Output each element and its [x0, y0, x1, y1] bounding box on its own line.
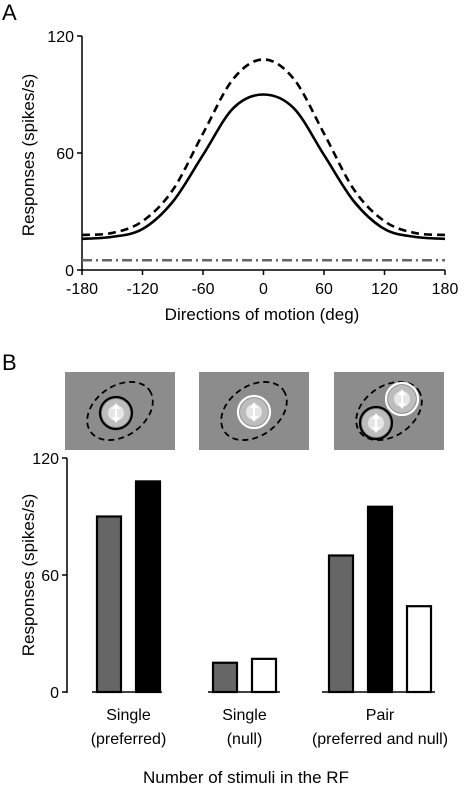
bar [95, 515, 123, 694]
receptive-field-outline [355, 381, 423, 441]
down-arrow-icon [372, 427, 380, 433]
panel-b: B Responses (spikes/s) 0 60 120 Single (pre… [2, 350, 448, 787]
up-arrow-icon [372, 413, 380, 419]
panel-b-y-axis-label: Responses (spikes/s) [19, 494, 38, 657]
panel-a-axes [81, 36, 445, 271]
panel-a-x-axis-label: Directions of motion (deg) [165, 305, 360, 324]
y-tick-label: 0 [50, 685, 59, 702]
stimulus-inset-preferred [65, 372, 175, 450]
panel-a: A Responses (spikes/s) Directions of mot… [2, 0, 458, 324]
y-tick-label: 120 [47, 29, 74, 46]
stimulus-outline [384, 381, 420, 417]
panel-a-label: A [2, 0, 17, 25]
bar [366, 505, 394, 694]
x-tick-label: 60 [315, 281, 333, 298]
up-arrow-icon [112, 403, 120, 409]
series-line-dashed [81, 58, 446, 237]
category-label-line2: (preferred) [91, 731, 167, 748]
y-tick-label: 60 [56, 146, 74, 163]
panel-a-lines [81, 58, 446, 262]
stimulus-inset-null [199, 372, 309, 450]
panel-a-ticks: 0 60 120 -180 -120 -60 0 60 120 180 [47, 29, 458, 298]
x-tick-label: 120 [371, 281, 398, 298]
panel-b-category-labels: Single (preferred) Single (null) Pair (prefer… [91, 707, 448, 748]
up-arrow-icon [250, 402, 258, 408]
y-tick-label: 60 [41, 568, 59, 585]
stimulus-inset-pair [334, 372, 444, 450]
y-tick-label: 120 [32, 451, 59, 468]
series-line-solid [81, 93, 446, 241]
x-tick-label: -60 [191, 281, 214, 298]
down-arrow-icon [250, 416, 258, 422]
bar [250, 657, 278, 694]
receptive-field-outline [220, 381, 288, 441]
x-tick-label: 180 [432, 281, 459, 298]
x-tick-label: -180 [66, 281, 98, 298]
receptive-field-outline [86, 381, 154, 441]
panel-b-ticks: 0 60 120 [32, 451, 67, 702]
bar [327, 554, 355, 694]
category-label-line1: Pair [366, 707, 395, 724]
panel-b-x-axis-label: Number of stimuli in the RF [143, 768, 349, 787]
up-arrow-icon [398, 389, 406, 395]
bar [134, 480, 162, 694]
stimulus-outline [98, 395, 134, 431]
bar [405, 605, 433, 694]
stimulus-outline [358, 405, 394, 441]
x-tick-label: 0 [259, 281, 268, 298]
y-tick-label: 0 [65, 263, 74, 280]
bar [211, 661, 239, 694]
panel-b-label: B [2, 350, 17, 375]
category-label-line1: Single [222, 707, 267, 724]
down-arrow-icon [112, 417, 120, 423]
x-tick-label: -120 [126, 281, 158, 298]
panel-a-y-axis-label: Responses (spikes/s) [19, 74, 38, 237]
down-arrow-icon [398, 403, 406, 409]
category-label-line2: (null) [227, 731, 263, 748]
panel-b-stimulus-insets [65, 372, 444, 450]
panel-b-bars [95, 480, 433, 694]
category-label-line1: Single [106, 707, 151, 724]
inset-background [334, 372, 444, 450]
category-label-line2: (preferred and null) [312, 731, 448, 748]
stimulus-outline [236, 394, 272, 430]
